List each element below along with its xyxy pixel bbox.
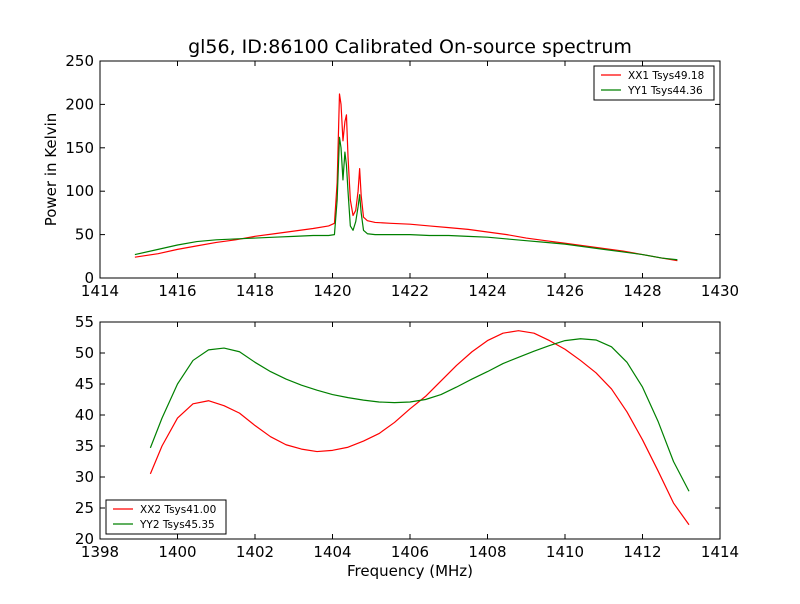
panel1-chart-title: gl56, ID:86100 Calibrated On-source spec… xyxy=(188,36,632,58)
panel2-y-tick-label: 50 xyxy=(75,344,94,362)
panel1-legend-box xyxy=(593,65,715,101)
panel2-x-tick-label: 1410 xyxy=(546,543,584,561)
panel2-x-tick-label: 1406 xyxy=(391,543,429,561)
panel1-y-tick-label: 100 xyxy=(65,182,94,200)
panel1-y-tick-label: 150 xyxy=(65,139,94,157)
panel1-x-tick-label: 1428 xyxy=(623,282,661,300)
panel1-x-tick-label: 1418 xyxy=(236,282,274,300)
panel2-series-2-line xyxy=(149,338,690,492)
panel1-x-tick-label: 1430 xyxy=(701,282,739,300)
panel1-legend-label-1: XX1 Tsys49.18 xyxy=(628,70,704,82)
panel1-series-1-line xyxy=(134,93,678,262)
panel2-x-tick-label: 1402 xyxy=(236,543,274,561)
panel1-y-tick-label: 200 xyxy=(65,95,94,113)
panel2-y-tick-label: 35 xyxy=(75,437,94,455)
panel2-x-tick-label: 1412 xyxy=(623,543,661,561)
panel2-y-tick-label: 45 xyxy=(75,375,94,393)
panel2-legend-box xyxy=(105,499,227,535)
panel1-x-tick-label: 1414 xyxy=(81,282,119,300)
panel2-series-1-line xyxy=(149,330,690,526)
panel2-x-tick-label: 1400 xyxy=(158,543,196,561)
panel2-y-tick-label: 20 xyxy=(75,530,94,548)
panel2-y-tick-label: 30 xyxy=(75,468,94,486)
panel1-x-tick-label: 1420 xyxy=(313,282,351,300)
panel1-y-tick-label: 50 xyxy=(75,226,94,244)
panel1-x-tick-label: 1424 xyxy=(468,282,506,300)
panel1-series-2-line xyxy=(134,136,678,261)
panel1-y-axis-label: Power in Kelvin xyxy=(42,113,60,227)
panel2-x-tick-label: 1414 xyxy=(701,543,739,561)
panel2-x-tick-label: 1398 xyxy=(81,543,119,561)
panel1-x-tick-label: 1416 xyxy=(158,282,196,300)
panel2-y-tick-label: 40 xyxy=(75,406,94,424)
panel2-x-axis-label: Frequency (MHz) xyxy=(347,562,473,580)
panel1-y-tick-label: 0 xyxy=(84,269,94,287)
panel2-x-tick-label: 1408 xyxy=(468,543,506,561)
panel2-y-tick-label: 55 xyxy=(75,313,94,331)
panel1-y-tick-label: 250 xyxy=(65,52,94,70)
panel1-x-tick-label: 1422 xyxy=(391,282,429,300)
panel2-legend-label-1: XX2 Tsys41.00 xyxy=(140,504,216,516)
panel1-x-tick-label: 1426 xyxy=(546,282,584,300)
panel2-legend-label-2: YY2 Tsys45.35 xyxy=(139,519,215,531)
panel1-legend-label-2: YY1 Tsys44.36 xyxy=(627,85,703,97)
panel2-y-tick-label: 25 xyxy=(75,499,94,517)
panel2-x-tick-label: 1404 xyxy=(313,543,351,561)
